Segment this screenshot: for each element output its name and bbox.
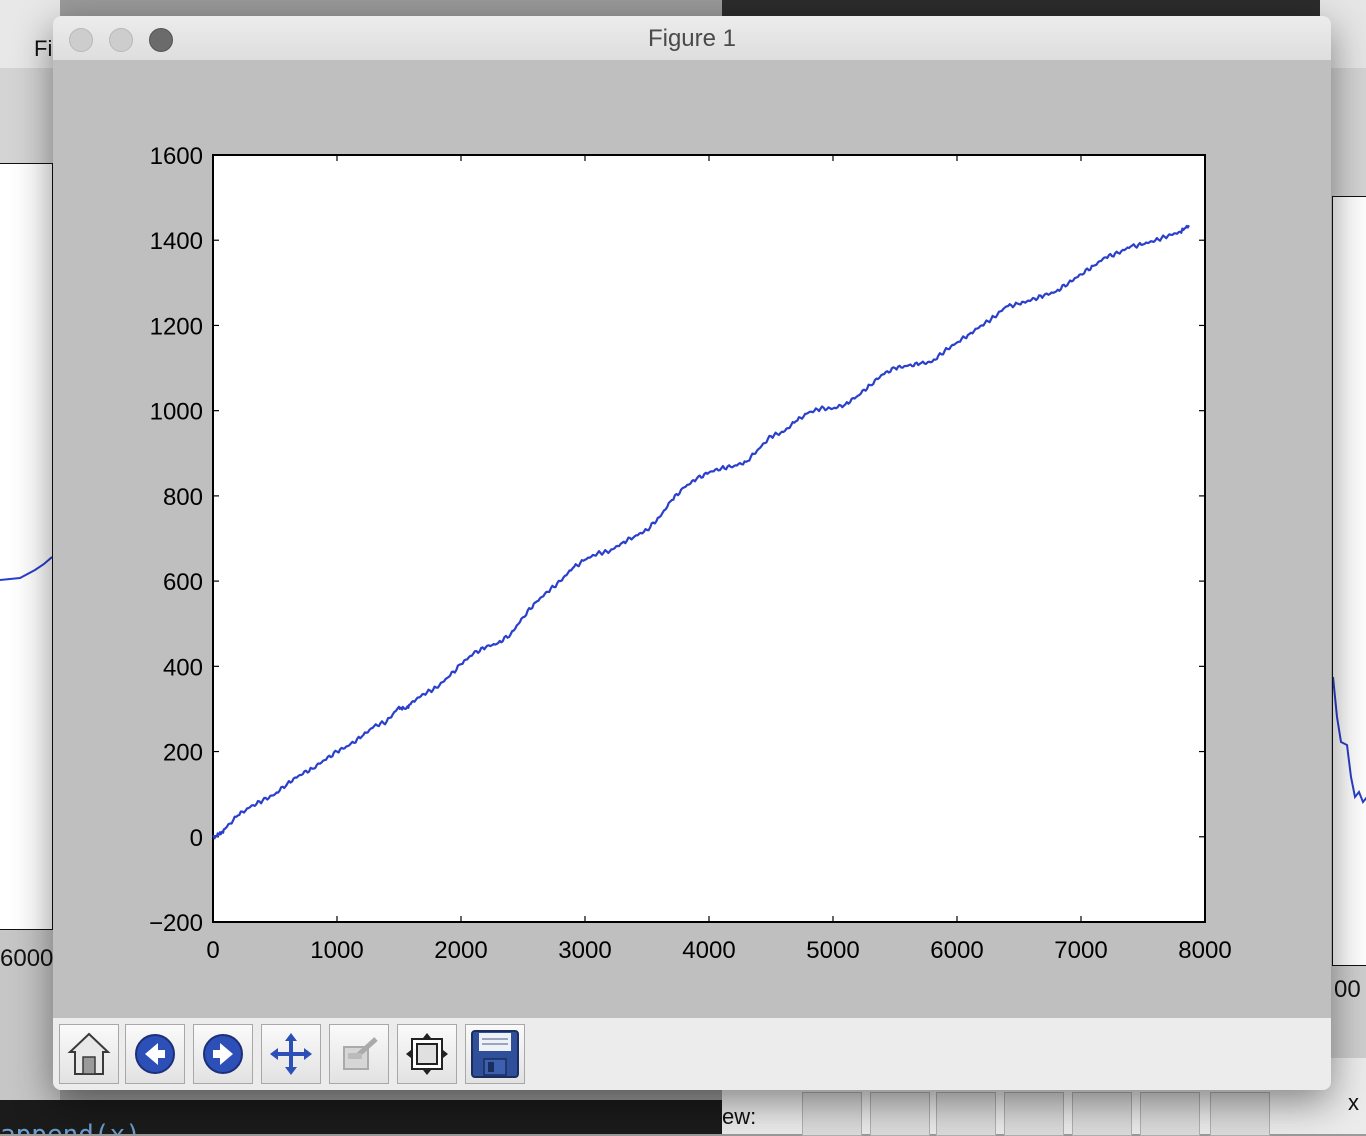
x-tick-label: 4000: [682, 937, 735, 964]
y-tick-label: 200: [163, 740, 203, 767]
window-title: Figure 1: [647, 25, 737, 52]
x-tick-label: 1000: [310, 937, 363, 964]
y-tick-label: 1200: [150, 313, 203, 340]
background-close-text: x: [1348, 1090, 1359, 1115]
save-button[interactable]: [465, 1024, 525, 1084]
background-plot-area: [1332, 196, 1366, 966]
background-canvas-margin: [0, 68, 60, 163]
series-line: [212, 224, 1190, 840]
x-tick-label: 7000: [1054, 937, 1107, 964]
zoom-button[interactable]: [329, 1024, 389, 1084]
background-plot-line: [0, 556, 53, 581]
back-arrow-icon: [135, 1034, 175, 1074]
background-toolbar-button: [870, 1092, 930, 1136]
background-x-tick: 6000: [0, 945, 54, 972]
background-toolbar-button: [1210, 1092, 1270, 1136]
zoom-window-button[interactable]: [149, 28, 173, 52]
x-tick-label: 0: [206, 937, 219, 964]
x-tick-labels: 0 1000 2000 3000 4000 5000 6000 7000 8000: [206, 937, 1231, 964]
background-toolbar-button: [1072, 1092, 1132, 1136]
x-tick-label: 5000: [806, 937, 859, 964]
background-window-right: 00 x: [1320, 0, 1366, 1134]
background-code-editor: append(x): [0, 1100, 722, 1134]
y-tick-label: −200: [149, 910, 203, 937]
y-tick-label: 0: [190, 825, 203, 852]
background-toolbar-button: [802, 1092, 862, 1136]
window-titlebar[interactable]: Figure 1: [53, 16, 1331, 61]
y-tick-label: 1600: [150, 143, 203, 170]
home-icon: [67, 1032, 111, 1075]
background-titlebar: [0, 0, 60, 68]
pan-arrows-icon: [270, 1033, 312, 1075]
navigation-toolbar: [53, 1018, 1331, 1090]
x-tick-label: 6000: [930, 937, 983, 964]
pan-button[interactable]: [261, 1024, 321, 1084]
subplots-icon: [406, 1033, 448, 1075]
x-tick-label: 2000: [434, 937, 487, 964]
y-tick-label: 800: [163, 484, 203, 511]
back-button[interactable]: [125, 1024, 185, 1084]
y-tick-label: 600: [163, 569, 203, 596]
background-plot-line: [1332, 676, 1366, 804]
background-view-label: ew:: [722, 1104, 757, 1129]
figure-canvas[interactable]: 0 1000 2000 3000 4000 5000 6000 7000 8000 −200 0 2…: [53, 60, 1331, 1018]
x-tick-label: 3000: [558, 937, 611, 964]
forward-arrow-icon: [203, 1034, 243, 1074]
save-disk-icon: [471, 1030, 519, 1078]
background-code-line: append(x): [0, 1120, 141, 1134]
background-window-title: Fi: [34, 36, 53, 61]
y-tick-label: 1400: [150, 228, 203, 255]
configure-subplots-button[interactable]: [397, 1024, 457, 1084]
y-tick-label: 400: [163, 654, 203, 681]
figure-window[interactable]: Figure 1 0 1000 2000 3000 4000 5000 6000 7000 80…: [53, 16, 1331, 1090]
background-window-left: Fi 6000: [0, 0, 60, 1100]
axis-ticks: [212, 154, 1206, 923]
background-plot-area: [0, 163, 53, 930]
background-toolbar-strip: [722, 0, 1322, 16]
background-toolbar-button: [936, 1092, 996, 1136]
home-button[interactable]: [59, 1024, 119, 1084]
minimize-window-button[interactable]: [109, 28, 133, 52]
zoom-rect-icon: [343, 1037, 378, 1070]
background-toolbar-button: [1004, 1092, 1064, 1136]
forward-button[interactable]: [193, 1024, 253, 1084]
y-tick-label: 1000: [150, 399, 203, 426]
background-x-tick: 00: [1334, 976, 1361, 1003]
background-figure-toolbar: ew:: [722, 1090, 1320, 1136]
x-tick-label: 8000: [1178, 937, 1231, 964]
y-tick-labels: −200 0 200 400 600 800 1000 1200 1400 1600: [149, 143, 203, 937]
close-window-button[interactable]: [69, 28, 93, 52]
line-chart: 0 1000 2000 3000 4000 5000 6000 7000 8000 −20002…: [149, 143, 1232, 964]
plot-area: [212, 154, 1206, 923]
background-toolbar-button: [1140, 1092, 1200, 1136]
